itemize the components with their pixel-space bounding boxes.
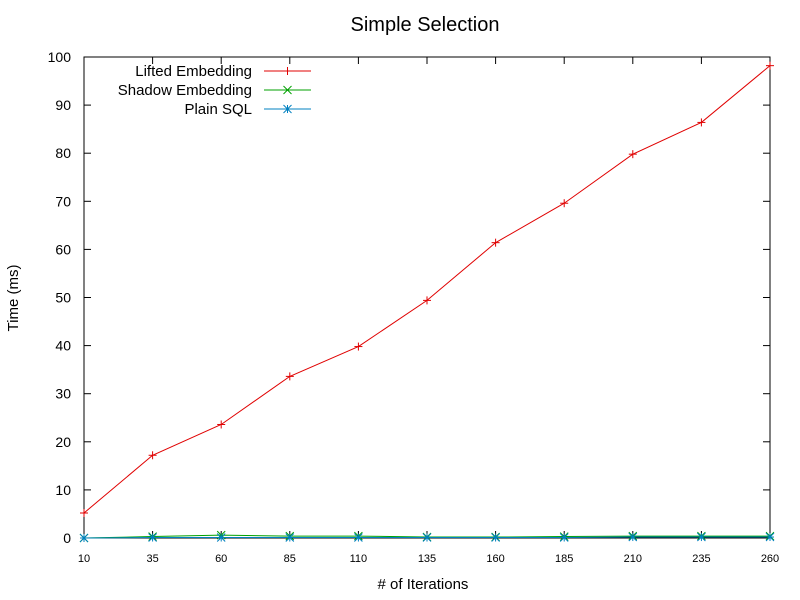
y-axis: 0 10 20 30 40 50 60 70 80 90 100 — [48, 49, 770, 546]
legend-label: Plain SQL — [184, 101, 252, 118]
legend: Lifted Embedding Shadow Embedding Plain SQ… — [118, 63, 311, 118]
data-point-2-4 — [354, 533, 363, 542]
data-point-2-6 — [491, 533, 500, 542]
data-point-0-8 — [628, 150, 637, 159]
y-tick-label: 40 — [55, 338, 71, 354]
data-point-0-2 — [217, 420, 226, 429]
y-tick-label: 100 — [48, 49, 72, 65]
data-point-0-6 — [491, 238, 500, 247]
legend-marker — [283, 85, 292, 95]
data-point-2-9 — [697, 532, 706, 542]
chart-title: Simple Selection — [351, 14, 500, 36]
x-tick-label: 10 — [78, 553, 90, 565]
data-point-0-4 — [354, 342, 363, 351]
data-point-0-7 — [560, 199, 569, 208]
data-point-0-9 — [697, 118, 706, 127]
series-line-0 — [83, 65, 771, 514]
y-axis-label: Time (ms) — [5, 265, 22, 332]
y-tick-label: 10 — [55, 482, 71, 498]
y-tick-label: 90 — [55, 97, 71, 113]
y-tick-label: 70 — [55, 193, 71, 209]
legend-label: Shadow Embedding — [118, 82, 252, 99]
data-point-2-7 — [559, 533, 569, 542]
x-axis: 10 35 60 85 110 135 160 185 210 235 260 — [78, 57, 779, 565]
y-tick-label: 60 — [55, 241, 71, 257]
data-point-0-3 — [285, 372, 294, 381]
y-tick-label: 50 — [55, 290, 71, 306]
y-tick-label: 30 — [55, 386, 71, 402]
legend-marker — [283, 104, 292, 114]
data-point-2-3 — [285, 533, 295, 542]
series-group — [79, 61, 775, 543]
y-tick-label: 20 — [55, 434, 71, 450]
y-tick-label: 80 — [55, 145, 71, 161]
x-tick-label: 85 — [284, 553, 296, 565]
data-point-2-10 — [765, 532, 775, 542]
x-tick-label: 235 — [692, 553, 710, 565]
y-tick-label: 0 — [63, 530, 71, 546]
data-point-2-8 — [628, 532, 638, 542]
x-axis-label: # of Iterations — [378, 576, 469, 593]
data-point-0-10 — [766, 61, 774, 70]
x-tick-label: 160 — [486, 553, 504, 565]
x-tick-label: 260 — [761, 553, 779, 565]
x-tick-label: 35 — [146, 553, 158, 565]
data-point-2-2 — [216, 533, 226, 542]
data-point-2-1 — [148, 533, 157, 542]
data-point-0-1 — [148, 451, 157, 460]
x-tick-label: 135 — [418, 553, 436, 565]
data-point-0-5 — [423, 296, 431, 305]
legend-marker — [283, 67, 292, 75]
x-tick-label: 210 — [624, 553, 642, 565]
x-tick-label: 110 — [350, 553, 368, 565]
x-tick-label: 185 — [555, 553, 573, 565]
data-point-2-0 — [79, 533, 89, 543]
legend-label: Lifted Embedding — [135, 63, 252, 80]
x-tick-label: 60 — [215, 553, 227, 565]
data-point-2-5 — [422, 533, 432, 542]
data-point-0-0 — [80, 508, 88, 517]
